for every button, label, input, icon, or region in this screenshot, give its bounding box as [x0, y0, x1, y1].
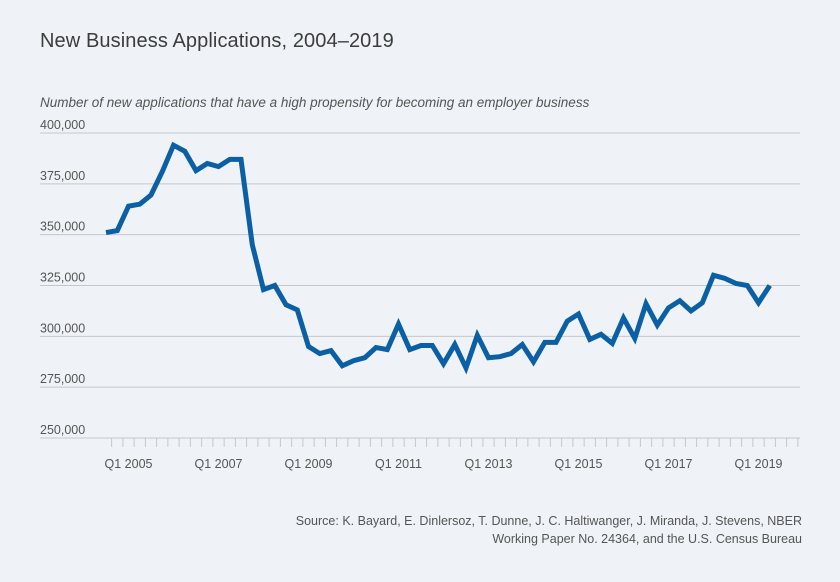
data-point	[160, 169, 165, 174]
data-point	[295, 307, 300, 312]
data-point	[711, 273, 716, 278]
data-point	[396, 322, 401, 327]
x-tick-label: Q1 2015	[555, 457, 603, 471]
data-point	[655, 323, 660, 328]
data-point	[261, 287, 266, 292]
data-point	[419, 343, 424, 348]
data-point	[542, 340, 547, 345]
x-tick-label: Q1 2005	[105, 457, 153, 471]
gridlines	[40, 132, 800, 439]
data-point	[475, 333, 480, 338]
source-note: Source: K. Bayard, E. Dinlersoz, T. Dunn…	[295, 514, 802, 546]
data-point	[272, 283, 277, 288]
x-axis-ticks: Q1 2005 Q1 2007 Q1 2009 Q1 2011 Q1 2013 Q1 20…	[105, 438, 799, 471]
data-point	[351, 358, 356, 363]
data-point	[531, 359, 536, 364]
y-tick-label: 325,000	[40, 271, 85, 285]
data-point	[239, 157, 244, 162]
data-point	[599, 332, 604, 337]
x-tick-label: Q1 2009	[285, 457, 333, 471]
data-point	[227, 157, 232, 162]
data-point	[250, 242, 255, 247]
data-point	[182, 149, 187, 154]
data-point	[576, 312, 581, 317]
x-tick-label: Q1 2019	[735, 457, 783, 471]
data-point	[767, 283, 772, 288]
x-tick-label: Q1 2007	[195, 457, 243, 471]
data-point	[284, 302, 289, 307]
data-point	[430, 343, 435, 348]
data-point	[666, 305, 671, 310]
data-point	[374, 345, 379, 350]
data-point	[306, 344, 311, 349]
y-tick-label: 250,000	[40, 423, 85, 437]
data-point	[126, 204, 131, 209]
data-point	[677, 298, 682, 303]
data-point	[137, 202, 142, 207]
x-tick-label: Q1 2017	[645, 457, 693, 471]
y-tick-label: 375,000	[40, 169, 85, 183]
y-tick-label: 275,000	[40, 372, 85, 386]
data-point	[362, 355, 367, 360]
chart-subtitle: Number of new applications that have a h…	[40, 95, 590, 110]
data-point	[407, 347, 412, 352]
data-point	[340, 363, 345, 368]
x-tick-label: Q1 2013	[465, 457, 513, 471]
data-point	[104, 230, 109, 235]
data-point	[171, 143, 176, 148]
data-point	[610, 341, 615, 346]
data-point	[554, 340, 559, 345]
data-point	[205, 161, 210, 166]
data-point	[644, 301, 649, 306]
x-tick-label: Q1 2011	[375, 457, 422, 471]
data-point	[486, 355, 491, 360]
chart-title: New Business Applications, 2004–2019	[40, 30, 394, 52]
data-point	[756, 300, 761, 305]
data-point	[385, 347, 390, 352]
data-point	[464, 365, 469, 370]
series-line-0	[105, 141, 772, 375]
data-point	[565, 319, 570, 324]
data-point	[734, 281, 739, 286]
data-point	[149, 193, 154, 198]
series-layer	[104, 141, 772, 375]
y-tick-label: 350,000	[40, 220, 85, 234]
data-point	[745, 283, 750, 288]
data-point	[722, 276, 727, 281]
data-point	[700, 300, 705, 305]
data-point	[497, 354, 502, 359]
y-tick-label: 300,000	[40, 321, 85, 335]
data-point	[216, 164, 221, 169]
data-point	[689, 308, 694, 313]
data-point	[587, 337, 592, 342]
data-point	[509, 351, 514, 356]
y-tick-label: 400,000	[40, 118, 85, 132]
data-point	[194, 168, 199, 173]
data-point	[317, 351, 322, 356]
data-point	[632, 336, 637, 341]
data-point	[621, 316, 626, 321]
data-point	[520, 342, 525, 347]
data-point	[115, 228, 120, 233]
y-axis-tick-labels: 250,000 275,000 300,000 325,000 350,000 375,0…	[40, 118, 85, 437]
data-point	[441, 361, 446, 366]
data-point	[452, 342, 457, 347]
data-point	[329, 348, 334, 353]
